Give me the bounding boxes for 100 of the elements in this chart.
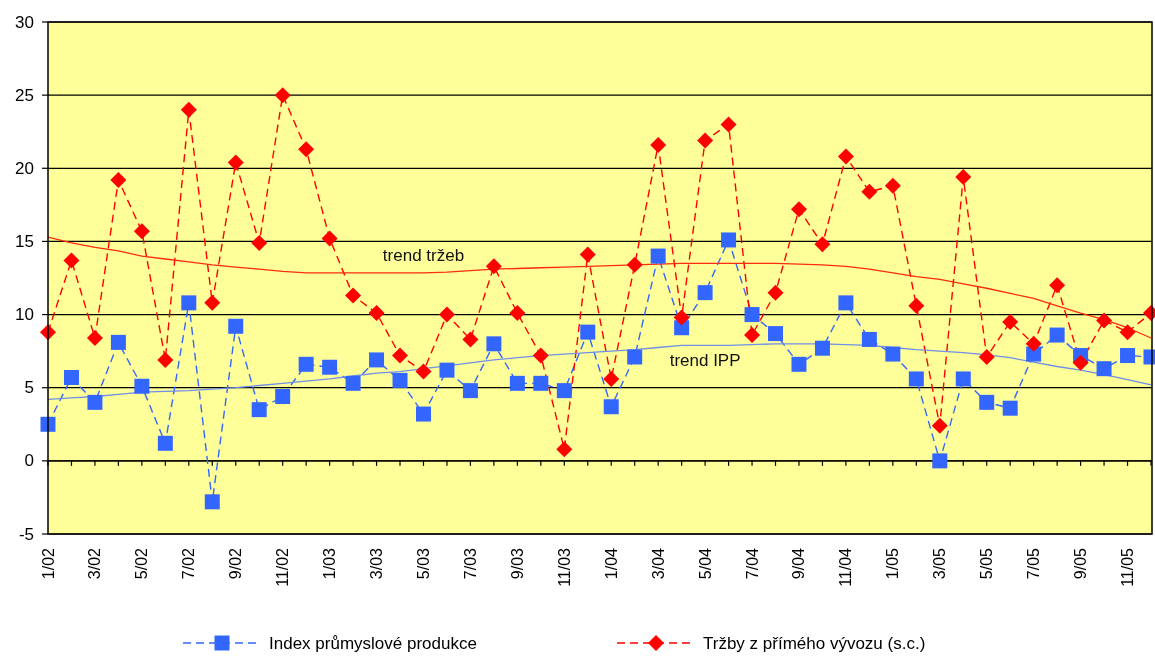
point bbox=[133, 223, 150, 240]
point bbox=[697, 285, 713, 301]
point bbox=[720, 116, 737, 133]
x-tick-label: 9/05 bbox=[1072, 547, 1090, 580]
point bbox=[744, 327, 761, 344]
point bbox=[86, 329, 103, 346]
point bbox=[439, 362, 455, 378]
point bbox=[134, 378, 150, 394]
point bbox=[532, 347, 549, 364]
point bbox=[392, 372, 408, 388]
point bbox=[955, 169, 972, 186]
point bbox=[1049, 277, 1066, 294]
point bbox=[931, 417, 948, 434]
point bbox=[157, 435, 173, 451]
point bbox=[438, 306, 455, 323]
x-tick-label: 11/05 bbox=[1119, 547, 1137, 587]
point bbox=[790, 201, 807, 218]
x-tick-label: 3/02 bbox=[86, 547, 104, 580]
point bbox=[768, 326, 784, 342]
y-tick-label: 0 bbox=[24, 451, 34, 471]
point bbox=[626, 256, 643, 273]
point bbox=[462, 383, 478, 399]
x-tick-label: 11/03 bbox=[555, 547, 573, 587]
y-tick-label: 5 bbox=[24, 378, 34, 398]
x-tick-label: 9/03 bbox=[508, 547, 526, 580]
point bbox=[814, 340, 830, 356]
point bbox=[955, 371, 971, 387]
x-tick-label: 5/02 bbox=[133, 547, 151, 580]
point bbox=[63, 369, 79, 385]
point bbox=[321, 230, 338, 247]
point bbox=[157, 351, 174, 368]
point bbox=[603, 399, 619, 415]
point bbox=[556, 383, 572, 399]
point bbox=[181, 295, 197, 311]
y-tick-label: 10 bbox=[15, 305, 34, 325]
y-tick-label: 30 bbox=[15, 12, 34, 32]
series-label: trend tržeb bbox=[382, 246, 465, 266]
point bbox=[251, 234, 268, 251]
point bbox=[509, 305, 526, 322]
y-tick-label: -5 bbox=[18, 524, 34, 544]
legend-label: Tržby z přímého vývozu (s.c.) bbox=[703, 633, 926, 653]
x-tick-label: 1/05 bbox=[884, 547, 902, 580]
y-tick-label: 25 bbox=[15, 85, 34, 105]
point bbox=[298, 141, 315, 158]
point bbox=[415, 363, 432, 380]
point bbox=[1025, 335, 1042, 352]
point bbox=[932, 453, 948, 469]
point bbox=[908, 371, 924, 387]
point bbox=[274, 87, 291, 104]
point bbox=[227, 154, 244, 171]
point bbox=[204, 294, 221, 311]
point bbox=[369, 352, 385, 368]
point bbox=[579, 246, 596, 263]
point bbox=[345, 375, 361, 391]
point bbox=[603, 370, 620, 387]
x-tick-label: 7/02 bbox=[180, 547, 198, 580]
point bbox=[978, 348, 995, 365]
legend-label: Index průmyslové produkce bbox=[269, 633, 477, 653]
point bbox=[275, 388, 291, 404]
x-tick-label: 11/02 bbox=[274, 547, 292, 587]
x-tick-label: 9/02 bbox=[227, 547, 245, 580]
x-tick-label: 7/04 bbox=[743, 547, 761, 580]
point bbox=[814, 236, 831, 253]
x-tick-label: 5/04 bbox=[696, 547, 714, 580]
point bbox=[87, 394, 103, 410]
point bbox=[322, 359, 338, 375]
point bbox=[673, 309, 690, 326]
point bbox=[1049, 327, 1065, 343]
x-tick-label: 1/02 bbox=[39, 547, 57, 580]
point bbox=[228, 318, 244, 334]
series-label: trend IPP bbox=[669, 350, 741, 370]
point bbox=[1002, 313, 1019, 330]
x-tick-label: 3/03 bbox=[368, 547, 386, 580]
point bbox=[721, 232, 737, 248]
point bbox=[1096, 361, 1112, 377]
point bbox=[204, 494, 220, 510]
point bbox=[838, 295, 854, 311]
point bbox=[861, 183, 878, 200]
point bbox=[861, 331, 877, 347]
x-tick-label: 3/04 bbox=[649, 547, 667, 580]
point bbox=[556, 441, 573, 458]
point bbox=[1119, 324, 1136, 341]
x-tick-label: 5/03 bbox=[414, 547, 432, 580]
point bbox=[509, 375, 525, 391]
point bbox=[884, 177, 901, 194]
point bbox=[697, 132, 714, 149]
point bbox=[533, 375, 549, 391]
point bbox=[392, 347, 409, 364]
point bbox=[979, 394, 995, 410]
y-tick-label: 15 bbox=[15, 231, 34, 251]
point bbox=[462, 331, 479, 348]
point bbox=[251, 402, 267, 418]
point bbox=[885, 346, 901, 362]
x-tick-label: 1/04 bbox=[602, 547, 620, 580]
point bbox=[627, 349, 643, 365]
point bbox=[486, 336, 502, 352]
point bbox=[298, 356, 314, 372]
x-tick-label: 9/04 bbox=[790, 547, 808, 580]
point bbox=[63, 252, 80, 269]
point bbox=[485, 258, 502, 275]
